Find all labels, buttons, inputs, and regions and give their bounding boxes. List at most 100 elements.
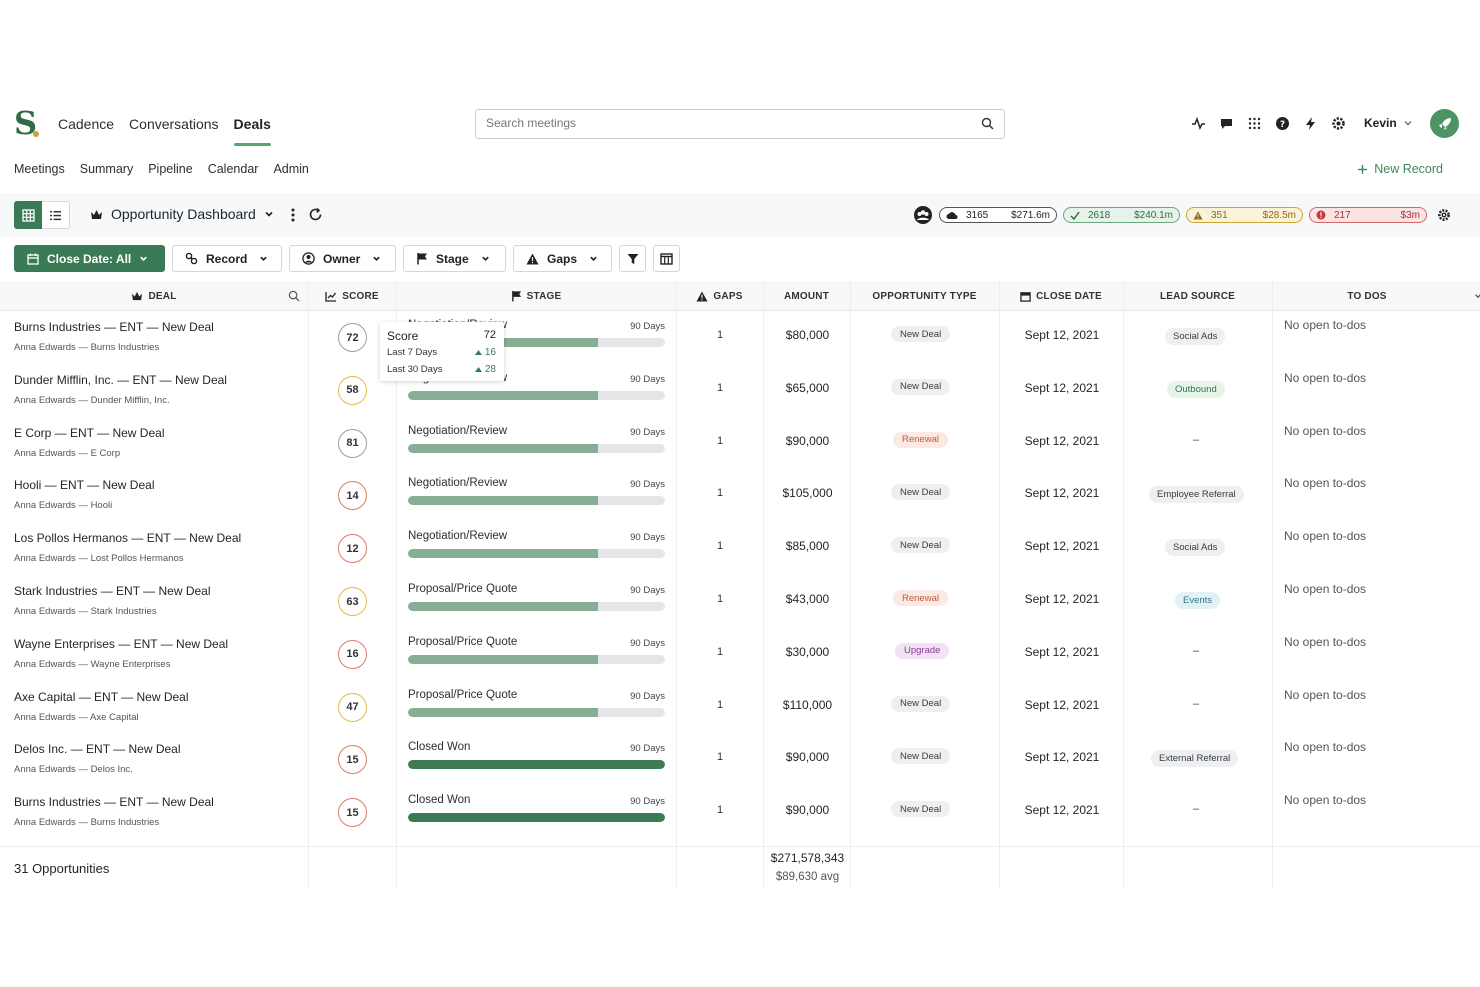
score-badge[interactable]: 72 — [338, 323, 367, 352]
score-badge[interactable]: 16 — [338, 639, 367, 669]
stat-warning[interactable]: 351 $28.5m — [1186, 207, 1303, 223]
table-row[interactable]: Wayne Enterprises — ENT — New Deal Anna E… — [0, 628, 1480, 681]
column-divider — [999, 281, 1000, 889]
list-view-button[interactable] — [42, 201, 70, 229]
filter-button[interactable] — [619, 245, 646, 272]
col-score[interactable]: SCORE — [308, 281, 396, 311]
deal-name[interactable]: Delos Inc. — ENT — New Deal — [14, 742, 181, 757]
table-row[interactable]: Delos Inc. — ENT — New Deal Anna Edwards … — [0, 733, 1480, 786]
deal-name[interactable]: Burns Industries — ENT — New Deal — [14, 320, 214, 334]
user-menu[interactable]: Kevin — [1364, 116, 1413, 130]
search-input[interactable] — [486, 116, 966, 130]
lead-source-badge: Events — [1175, 592, 1221, 609]
col-gaps[interactable]: GAPS — [676, 281, 763, 311]
table-row[interactable]: Stark Industries — ENT — New Deal Anna Ed… — [0, 575, 1480, 628]
subnav-summary[interactable]: Summary — [79, 162, 134, 176]
table-row[interactable]: Burns Industries — ENT — New Deal Anna Ed… — [0, 786, 1480, 839]
launch-button[interactable] — [1430, 109, 1459, 138]
settings-cog-icon[interactable] — [1331, 116, 1346, 131]
gaps-count: 1 — [716, 381, 724, 394]
logo-icon[interactable]: S — [14, 106, 40, 140]
gaps-count: 1 — [716, 329, 724, 341]
activity-icon[interactable] — [1191, 116, 1206, 131]
subnav-admin[interactable]: Admin — [273, 162, 309, 176]
filter-bar: Close Date: All Record Owner Stage Gaps — [14, 245, 680, 272]
deal-name[interactable]: Dunder Mifflin, Inc. — ENT — New Deal — [14, 372, 227, 387]
score-badge[interactable]: 14 — [338, 481, 367, 511]
apps-grid-icon[interactable] — [1247, 116, 1262, 131]
record-filter[interactable]: Record — [172, 245, 282, 272]
col-opportunity-type[interactable]: OPPORTUNITY TYPE — [850, 281, 999, 311]
tooltip-last7-label: Last 7 Days — [387, 347, 438, 358]
table-row[interactable]: Hooli — ENT — New Deal Anna Edwards — Hoo… — [0, 469, 1480, 522]
subnav-calendar[interactable]: Calendar — [207, 162, 259, 176]
score-badge[interactable]: 15 — [338, 745, 367, 775]
close-date: Sept 12, 2021 — [1024, 380, 1100, 395]
help-icon[interactable]: ? — [1275, 116, 1290, 131]
close-date-filter[interactable]: Close Date: All — [14, 245, 165, 272]
deal-name[interactable]: E Corp — ENT — New Deal — [14, 425, 165, 440]
col-opportunity-type-label: OPPORTUNITY TYPE — [872, 290, 977, 302]
stage-name: Proposal/Price Quote — [408, 688, 518, 701]
col-amount[interactable]: AMOUNT — [763, 281, 850, 311]
grid-view-button[interactable] — [14, 201, 42, 229]
col-lead-source[interactable]: LEAD SOURCE — [1123, 281, 1272, 311]
deal-name[interactable]: Hooli — ENT — New Deal — [14, 478, 155, 493]
deal-owner-account: Anna Edwards — Burns Industries — [14, 817, 160, 829]
stat-on-track-amount: $240.1m — [1134, 209, 1173, 221]
deal-name[interactable]: Wayne Enterprises — ENT — New Deal — [14, 636, 229, 651]
table-row[interactable]: Axe Capital — ENT — New Deal Anna Edwards… — [0, 681, 1480, 734]
col-stage[interactable]: STAGE — [396, 281, 676, 311]
stat-all[interactable]: 3165 $271.6m — [939, 207, 1057, 223]
score-tooltip: Score 72 Last 7 Days 16 Last 30 Days 28 — [380, 322, 504, 381]
col-todos[interactable]: TO DOS — [1272, 281, 1462, 311]
settings-icon[interactable] — [1437, 208, 1451, 222]
more-options-icon[interactable] — [290, 208, 296, 222]
col-deal[interactable]: DEAL — [0, 281, 308, 311]
table-row[interactable]: Dunder Mifflin, Inc. — ENT — New Deal Ann… — [0, 364, 1480, 417]
opportunity-type-badge: New Deal — [891, 378, 951, 395]
owner-filter[interactable]: Owner — [289, 245, 396, 272]
score-badge[interactable]: 63 — [338, 587, 367, 616]
refresh-icon[interactable] — [308, 207, 323, 222]
opportunity-type-badge: Upgrade — [895, 642, 950, 659]
new-record-button[interactable]: New Record — [1357, 162, 1443, 176]
search-icon[interactable] — [981, 117, 994, 130]
nav-conversations[interactable]: Conversations — [129, 116, 219, 132]
deal-amount: $105,000 — [782, 486, 833, 501]
deal-name[interactable]: Stark Industries — ENT — New Deal — [14, 584, 211, 598]
chevron-down-icon[interactable] — [1474, 292, 1480, 300]
nav-deals[interactable]: Deals — [233, 116, 272, 146]
table-row[interactable]: Los Pollos Hermanos — ENT — New Deal Anna… — [0, 522, 1480, 575]
score-badge[interactable]: 15 — [338, 798, 367, 828]
columns-button[interactable] — [653, 245, 680, 272]
stage-days: 90 Days — [630, 690, 665, 702]
score-badge[interactable]: 81 — [338, 428, 367, 458]
calendar-icon — [27, 253, 39, 265]
stat-at-risk[interactable]: 217 $3m — [1309, 207, 1427, 223]
deal-name[interactable]: Burns Industries — ENT — New Deal — [14, 795, 214, 810]
score-badge[interactable]: 58 — [338, 375, 367, 405]
deal-amount: $30,000 — [785, 644, 830, 659]
score-badge[interactable]: 47 — [338, 692, 367, 722]
stat-warning-amount: $28.5m — [1262, 209, 1296, 221]
stat-on-track[interactable]: 2618 $240.1m — [1063, 207, 1180, 223]
gaps-filter[interactable]: Gaps — [513, 245, 612, 272]
deal-name[interactable]: Axe Capital — ENT — New Deal — [14, 689, 189, 704]
column-divider — [1272, 281, 1273, 889]
deal-name[interactable]: Los Pollos Hermanos — ENT — New Deal — [14, 531, 242, 546]
column-divider — [396, 281, 397, 889]
dashboard-selector[interactable]: Opportunity Dashboard — [90, 206, 274, 222]
nav-cadence[interactable]: Cadence — [58, 116, 115, 132]
team-icon[interactable] — [913, 205, 933, 225]
subnav-meetings[interactable]: Meetings — [14, 162, 65, 176]
search-icon[interactable] — [288, 290, 300, 302]
bolt-icon[interactable] — [1303, 116, 1318, 131]
chat-icon[interactable] — [1219, 116, 1234, 131]
score-badge[interactable]: 12 — [338, 534, 367, 564]
table-row[interactable]: E Corp — ENT — New Deal Anna Edwards — E … — [0, 417, 1480, 470]
table-row[interactable]: Burns Industries — ENT — New Deal Anna Ed… — [0, 311, 1480, 364]
col-close-date[interactable]: CLOSE DATE — [999, 281, 1123, 311]
stage-filter[interactable]: Stage — [403, 245, 506, 272]
subnav-pipeline[interactable]: Pipeline — [148, 162, 193, 176]
